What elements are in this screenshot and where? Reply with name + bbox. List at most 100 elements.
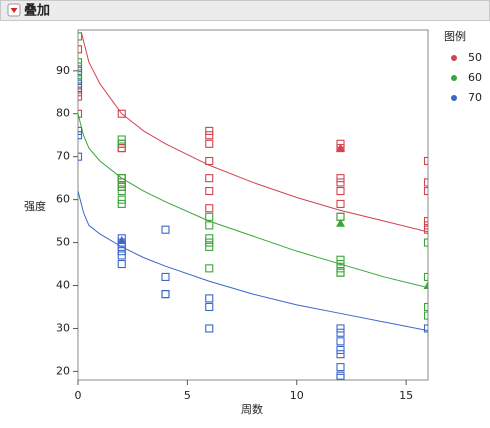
point <box>336 178 345 187</box>
point <box>336 328 345 337</box>
point <box>205 238 214 247</box>
point <box>117 182 126 191</box>
legend-marker <box>451 75 457 81</box>
point <box>423 186 428 196</box>
point <box>78 83 83 93</box>
point <box>78 126 83 135</box>
y-tick-label: 40 <box>56 279 70 292</box>
y-tick-label: 70 <box>56 150 70 163</box>
legend-label: 70 <box>468 91 482 104</box>
point <box>423 272 428 281</box>
point <box>423 178 428 187</box>
point <box>336 350 345 359</box>
point <box>78 32 83 41</box>
point <box>117 195 126 204</box>
fit-line <box>78 113 428 289</box>
point <box>78 109 83 118</box>
x-tick-label: 10 <box>290 389 304 402</box>
y-tick-label: 30 <box>56 321 70 334</box>
y-tick-label: 20 <box>56 364 70 377</box>
point <box>205 302 214 312</box>
point <box>336 324 345 333</box>
mean-marker <box>336 143 345 152</box>
chart-title: 叠加 <box>24 4 50 19</box>
y-tick-label: 60 <box>56 193 70 206</box>
legend-label: 60 <box>468 71 482 84</box>
y-tick-label: 50 <box>56 236 70 249</box>
point <box>205 242 214 251</box>
mean-marker <box>117 235 127 244</box>
point <box>161 225 170 234</box>
point <box>336 345 345 354</box>
mean-marker <box>336 218 345 227</box>
point <box>336 186 345 196</box>
menu-arrow <box>10 8 18 13</box>
point <box>117 199 126 208</box>
point <box>423 302 428 312</box>
point <box>205 294 214 303</box>
point <box>423 156 428 166</box>
point <box>205 221 214 230</box>
point <box>78 66 83 75</box>
point <box>336 337 345 346</box>
point <box>423 217 428 226</box>
point <box>336 264 345 273</box>
point <box>423 311 428 320</box>
plot-frame <box>77 29 429 381</box>
point <box>78 75 83 84</box>
point <box>117 247 126 256</box>
point <box>161 290 170 299</box>
point <box>336 268 345 277</box>
point <box>205 264 214 273</box>
y-axis-label: 强度 <box>24 199 46 213</box>
point <box>423 221 428 230</box>
point <box>205 126 214 135</box>
x-tick-label: 0 <box>75 389 82 402</box>
fit-line <box>78 190 428 332</box>
point <box>78 152 83 161</box>
point <box>336 174 345 183</box>
point <box>117 186 126 196</box>
point <box>205 156 214 166</box>
point <box>336 255 345 264</box>
x-tick-label: 5 <box>184 389 191 402</box>
point <box>205 234 214 243</box>
point <box>117 109 126 118</box>
legend-marker <box>451 95 457 101</box>
point <box>78 45 83 54</box>
point <box>78 58 83 67</box>
point <box>205 186 214 196</box>
legend-title: 图例 <box>444 29 466 43</box>
mean-marker <box>423 281 428 290</box>
point <box>78 88 83 97</box>
point <box>205 139 214 148</box>
point <box>336 363 345 372</box>
point <box>205 204 214 213</box>
point <box>78 131 83 140</box>
x-tick-label: 15 <box>399 389 413 402</box>
point <box>423 225 428 234</box>
point <box>205 174 214 183</box>
point <box>117 251 126 260</box>
y-tick-label: 90 <box>56 64 70 77</box>
point <box>78 71 83 80</box>
point <box>336 199 345 208</box>
point <box>161 272 170 281</box>
point <box>336 259 345 269</box>
point <box>78 92 83 101</box>
point <box>205 212 214 221</box>
fit-line <box>80 32 428 233</box>
point <box>336 373 345 380</box>
legend-marker <box>451 55 457 61</box>
point <box>205 324 214 333</box>
point <box>117 178 126 187</box>
point <box>117 259 126 269</box>
y-tick-label: 80 <box>56 107 70 120</box>
point <box>205 131 214 140</box>
x-axis-label: 周数 <box>241 403 263 416</box>
header-bar <box>0 0 490 21</box>
point <box>117 174 126 183</box>
point <box>117 144 126 153</box>
